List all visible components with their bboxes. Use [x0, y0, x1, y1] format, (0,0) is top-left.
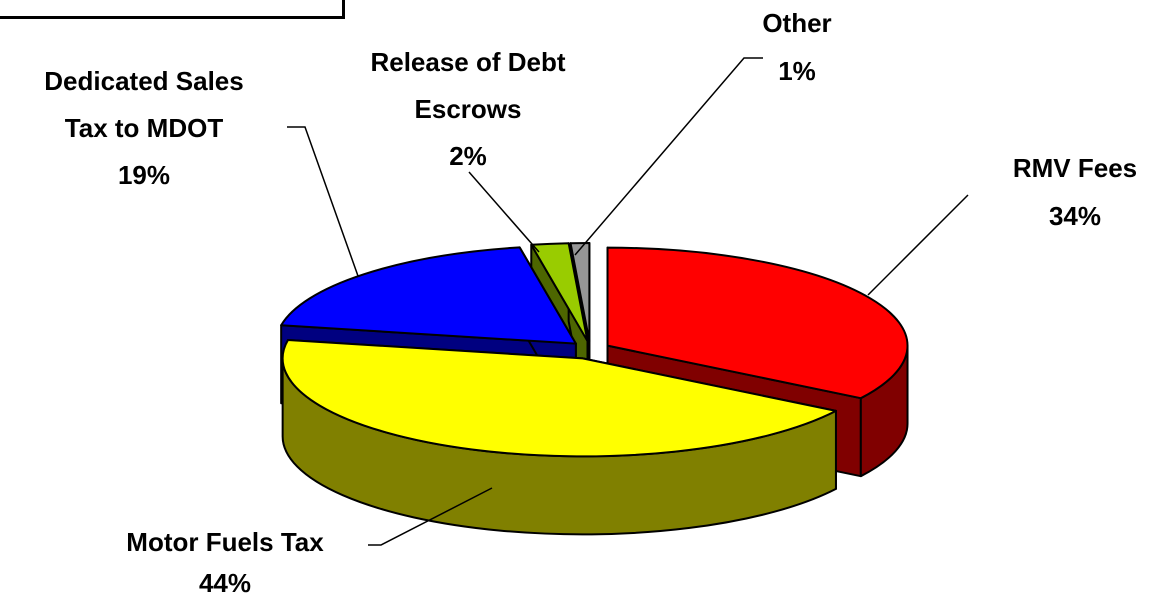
pie-slice-top	[280, 246, 577, 345]
pie-slice-top	[530, 242, 589, 343]
slice-name-label: Motor Fuels Tax	[126, 527, 324, 557]
slice-name-label: Other	[762, 8, 831, 38]
slice-label-rmv-fees: RMV Fees 34%	[867, 153, 1137, 296]
title-box-frame	[0, 0, 345, 19]
pie-slice-top	[606, 246, 909, 400]
slice-name-label: Tax to MDOT	[65, 113, 224, 143]
slice-percent-label: 2%	[449, 141, 487, 171]
slice-name-label: Escrows	[415, 94, 522, 124]
leader-line	[574, 57, 763, 256]
leader-line	[368, 487, 493, 546]
pie-slice-top	[281, 339, 837, 458]
slice-label-release-of-debt-escrows: Release of Debt Escrows 2%	[370, 47, 566, 253]
slice-name-label: Release of Debt	[370, 47, 565, 77]
leader-line	[287, 126, 359, 277]
slice-name-label: Dedicated Sales	[44, 66, 243, 96]
leader-line	[468, 171, 540, 253]
slice-percent-label: 34%	[1049, 201, 1101, 231]
leader-line	[867, 194, 969, 296]
slice-label-motor-fuels-tax: Motor Fuels Tax 44%	[126, 487, 493, 598]
slice-percent-label: 44%	[199, 568, 251, 598]
pie-slice-motor-fuels-tax	[281, 339, 837, 536]
slice-percent-label: 19%	[118, 160, 170, 190]
slice-label-dedicated-sales-tax-to-mdot: Dedicated Sales Tax to MDOT 19%	[44, 66, 359, 277]
slice-percent-label: 1%	[778, 56, 816, 86]
pie-slice-top	[569, 242, 591, 343]
slice-name-label: RMV Fees	[1013, 153, 1137, 183]
slice-label-other: Other 1%	[574, 8, 832, 256]
